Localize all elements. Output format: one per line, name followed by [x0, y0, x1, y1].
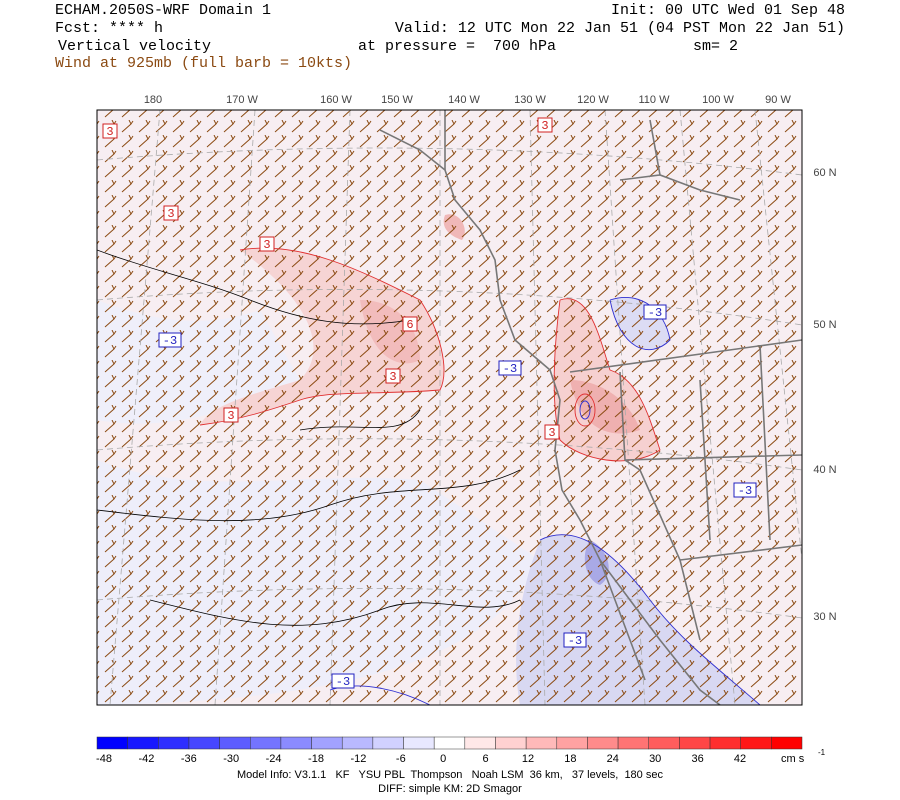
- colorbar-label: 18: [564, 753, 576, 765]
- colorbar-swatch: [556, 736, 588, 750]
- colorbar-label: 6: [483, 753, 489, 765]
- colorbar-label: 12: [522, 753, 534, 765]
- colorbar-swatch: [709, 736, 741, 750]
- colorbar-swatch: [96, 736, 128, 750]
- colorbar-swatch: [587, 736, 619, 750]
- colorbar-swatch: [403, 736, 435, 750]
- contour-label: -3: [568, 634, 582, 648]
- contour-label-box: [563, 632, 587, 648]
- contour-label: 3: [227, 409, 234, 423]
- colorbar-swatch: [372, 736, 404, 750]
- colorbar-label: -18: [308, 753, 324, 765]
- field-name: Vertical velocity: [58, 38, 211, 55]
- contour-label: -3: [163, 334, 177, 348]
- lon-label: 180: [144, 94, 162, 106]
- pressure-level: at pressure = 700 hPa: [358, 38, 556, 55]
- lon-label: 100 W: [702, 94, 734, 106]
- contour-label-box: [385, 368, 401, 384]
- colorbar-label: -24: [266, 753, 282, 765]
- colorbar-swatch: [127, 736, 159, 750]
- colorbar-swatch: [495, 736, 527, 750]
- colorbar-swatch: [525, 736, 558, 750]
- colorbar-swatch: [433, 736, 466, 750]
- contour-label: -3: [336, 675, 350, 689]
- lat-label: 40 N: [813, 464, 836, 476]
- colorbar-swatch: [311, 736, 343, 750]
- lon-label: 90 W: [765, 94, 791, 106]
- contour-label-box: [537, 117, 553, 133]
- contour-label: 6: [406, 318, 413, 332]
- contour-label: 3: [541, 119, 548, 133]
- map-area: [97, 110, 802, 705]
- contour-label: 3: [106, 125, 113, 139]
- diff-info: DIFF: simple KM: 2D Smagor: [378, 783, 522, 795]
- colorbar-swatch: [464, 736, 496, 750]
- lon-label: 140 W: [448, 94, 480, 106]
- colorbar-swatch: [648, 736, 680, 750]
- colorbar-swatch: [250, 736, 282, 750]
- lon-label: 170 W: [226, 94, 258, 106]
- colorbar-label: 30: [649, 753, 661, 765]
- wind-info: Wind at 925mb (full barb = 10kts): [55, 55, 352, 72]
- lat-label: 30 N: [813, 611, 836, 623]
- colorbar-label: -30: [223, 753, 239, 765]
- colorbar-label: 24: [607, 753, 619, 765]
- colorbar-label: -6: [396, 753, 406, 765]
- colorbar-label: 36: [691, 753, 703, 765]
- colorbar-swatch: [679, 736, 711, 750]
- colorbar-label: 0: [440, 753, 446, 765]
- init-time: Init: 00 UTC Wed 01 Sep 48: [611, 2, 845, 19]
- colorbar-units: cm s: [781, 753, 805, 765]
- contour-label-box: [331, 673, 355, 689]
- contour-label: -3: [738, 484, 752, 498]
- smoothing: sm= 2: [693, 38, 738, 55]
- contour-label-box: [544, 424, 560, 440]
- contour-label-box: [733, 482, 757, 498]
- contour-label: -3: [503, 362, 517, 376]
- contour-label: 3: [389, 370, 396, 384]
- model-info: Model Info: V3.1.1 KF YSU PBL Thompson N…: [237, 769, 663, 781]
- lon-label: 120 W: [577, 94, 609, 106]
- contour-label-box: [158, 332, 182, 348]
- map-frame: [96, 109, 803, 706]
- colorbar-swatch: [188, 736, 220, 750]
- colorbar-swatch: [219, 736, 251, 750]
- title: ECHAM.2050S-WRF Domain 1: [55, 2, 271, 19]
- colorbar-label: -48: [96, 753, 112, 765]
- colorbar-label: -12: [350, 753, 366, 765]
- lat-label: 50 N: [813, 319, 836, 331]
- contour-label: 3: [548, 426, 555, 440]
- contour-label-box: [402, 316, 418, 332]
- contour-label: 3: [263, 238, 270, 252]
- valid-time: Valid: 12 UTC Mon 22 Jan 51 (04 PST Mon …: [395, 20, 845, 37]
- colorbar-label: -36: [181, 753, 197, 765]
- lon-label: 110 W: [639, 94, 671, 106]
- lat-label: 60 N: [813, 167, 836, 179]
- contour-label-box: [223, 407, 239, 423]
- contour-label-box: [102, 123, 118, 139]
- colorbar-swatch: [771, 736, 803, 750]
- colorbar-swatch: [341, 736, 374, 750]
- contour-label-box: [498, 360, 522, 376]
- contour-label-box: [643, 304, 667, 320]
- forecast-hour: Fcst: **** h: [55, 20, 163, 37]
- contour-label-box: [163, 205, 179, 221]
- lon-label: 130 W: [514, 94, 546, 106]
- colorbar: -48 -42 -36 -30 -24 -18 -12 -6 0 6 12 18 24 30 36 42 cm …: [96, 736, 826, 765]
- contour-label: -3: [648, 306, 662, 320]
- colorbar-swatch: [740, 736, 772, 750]
- contour-label-box: [259, 236, 275, 252]
- colorbar-swatch: [617, 736, 649, 750]
- colorbar-label: -42: [138, 753, 154, 765]
- lon-label: 150 W: [381, 94, 413, 106]
- colorbar-label: 42: [734, 753, 746, 765]
- contour-label: 3: [167, 207, 174, 221]
- lon-label: 160 W: [320, 94, 352, 106]
- colorbar-swatch: [158, 736, 190, 750]
- colorbar-swatch: [280, 736, 312, 750]
- colorbar-units-exponent: -1: [818, 748, 826, 757]
